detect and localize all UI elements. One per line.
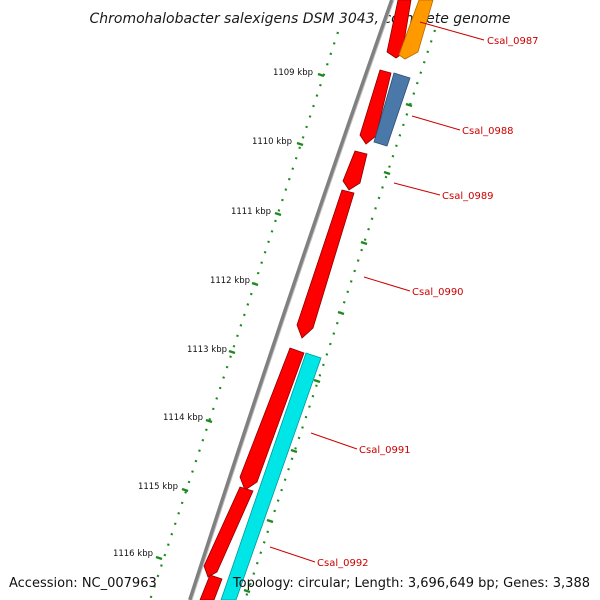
gene-feature-cyan [220,352,322,600]
gene-feature [342,150,368,191]
footer-right-bg [256,572,600,594]
kbp-label: 1115 kbp [138,482,178,492]
gene-label: Csal_0991 [359,445,411,456]
gene-feature-orange [398,0,434,60]
gene-feature-blue [373,72,411,147]
kbp-label: 1112 kbp [210,276,250,286]
outer-tick-ring [148,31,340,600]
kbp-label: 1111 kbp [231,207,271,217]
gene-label: Csal_0987 [487,36,539,47]
gene-feature [296,189,355,339]
gene-label: Csal_0988 [462,126,514,137]
inner-tick-ring [243,29,437,600]
genome-summary-text: Topology: circular; Length: 3,696,649 bp… [232,576,590,591]
gene-label: Csal_0989 [442,191,494,202]
footer-left-bg [0,572,152,594]
backbone-highlight [191,0,395,600]
kbp-label: 1110 kbp [252,137,292,147]
backbone [188,0,394,600]
gene-labels: Csal_0987 Csal_0988 Csal_0989 Csal_0990 … [317,36,539,569]
kbp-label: 1109 kbp [273,68,313,78]
kbp-label: 1116 kbp [113,549,153,559]
kbp-label: 1114 kbp [163,413,203,423]
gene-feature [359,69,392,145]
gene-label: Csal_0992 [317,558,369,569]
kbp-label: 1113 kbp [187,345,227,355]
kbp-labels: 1109 kbp 1110 kbp 1111 kbp 1112 kbp 1113… [113,68,313,559]
outer-major-ticks [155,72,325,561]
gene-feature [203,486,254,578]
forward-genes [199,0,412,600]
gene-label: Csal_0990 [412,287,464,298]
inner-major-ticks [243,102,413,594]
gene-feature [386,0,412,59]
gene-leader-lines [269,21,485,563]
map-title: Chromohalobacter salexigens DSM 3043, co… [90,11,511,27]
gene-feature [239,347,305,491]
accession-text: Accession: NC_007963 [9,576,157,591]
gene-feature [199,574,223,600]
